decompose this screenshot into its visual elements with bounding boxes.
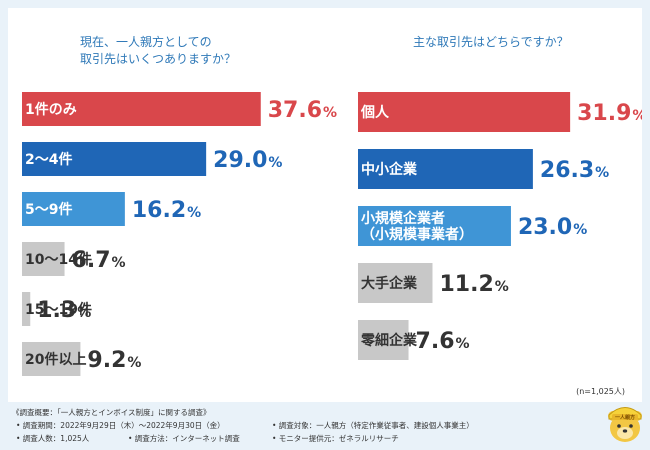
bar-value: 11.2%: [439, 272, 508, 297]
chart-title-line: 取引先はいくつありますか？: [80, 52, 236, 66]
chart-title-line: 現在、一人親方としての: [80, 34, 212, 49]
bar-label: 2〜4件: [25, 151, 72, 168]
bar-value: 37.6%: [268, 98, 337, 123]
footer-count: • 調査人数：1,025人: [16, 434, 90, 443]
chart-title-line: 主な取引先はどちらですか？: [413, 35, 569, 49]
bar-value: 1.3%: [37, 298, 91, 323]
bar-value: 26.3%: [540, 158, 609, 183]
bar-value: 9.2%: [87, 348, 141, 373]
bar: [22, 142, 207, 176]
bar-label: 10〜14件: [25, 251, 92, 268]
bar: [358, 92, 571, 132]
right-chart-title: 主な取引先はどちらですか？: [413, 35, 569, 49]
footer-target: • 調査対象：一人親方（特定作業従事者、建設個人事業主）: [272, 421, 474, 430]
bar-value: 31.9%: [577, 101, 642, 126]
footer-provider: • モニター提供元：ゼネラルリサーチ: [272, 434, 399, 443]
mascot-icon: 一人親方: [608, 407, 642, 442]
bar-value: 23.0%: [518, 215, 587, 240]
bar-label: 個人: [360, 104, 390, 121]
bar-value: 6.7%: [72, 248, 126, 273]
bar-label: （小規模事業者）: [361, 226, 473, 243]
bar-label: 20件以上: [25, 351, 86, 368]
bar-label: 5〜9件: [25, 201, 72, 218]
right-chart: 個人 31.9% 中小企業 26.3% 小規模企業者（小規模事業者） 23.0% 大手企業 1…: [358, 92, 646, 360]
bar-label: 零細企業: [360, 332, 418, 349]
bar-value: 16.2%: [132, 198, 201, 223]
bar: [22, 292, 31, 326]
bar-label: 1件のみ: [25, 101, 77, 118]
bar-label: 大手企業: [361, 275, 418, 292]
bar: [358, 149, 533, 189]
chart-card: 現在、一人親方としての取引先はいくつありますか？ 主な取引先はどちらですか？ 1…: [8, 8, 646, 402]
bar: [22, 342, 81, 376]
bar: [358, 263, 433, 303]
bar: [22, 242, 65, 276]
bar-label: 15〜19件: [25, 301, 92, 318]
bar-value: 29.0%: [213, 148, 282, 173]
bar: [358, 206, 511, 246]
bar: [22, 92, 261, 126]
mascot-badge: 一人親方: [615, 414, 635, 421]
footer-method: • 調査方法：インターネット調査: [128, 434, 240, 443]
bar-value: 7.6%: [416, 329, 470, 354]
bar-label: 中小企業: [361, 161, 418, 178]
bar: [358, 320, 409, 360]
bar: [22, 192, 125, 226]
sample-note: (n=1,025人): [576, 387, 625, 396]
footer-period: • 調査期間：2022年9月29日（木）〜2022年9月30日（金）: [16, 421, 225, 430]
footer-overview: 《調査概要：「一人親方とインボイス制度」に関する調査》: [12, 408, 211, 417]
bar-label: 小規模企業者: [361, 210, 445, 227]
